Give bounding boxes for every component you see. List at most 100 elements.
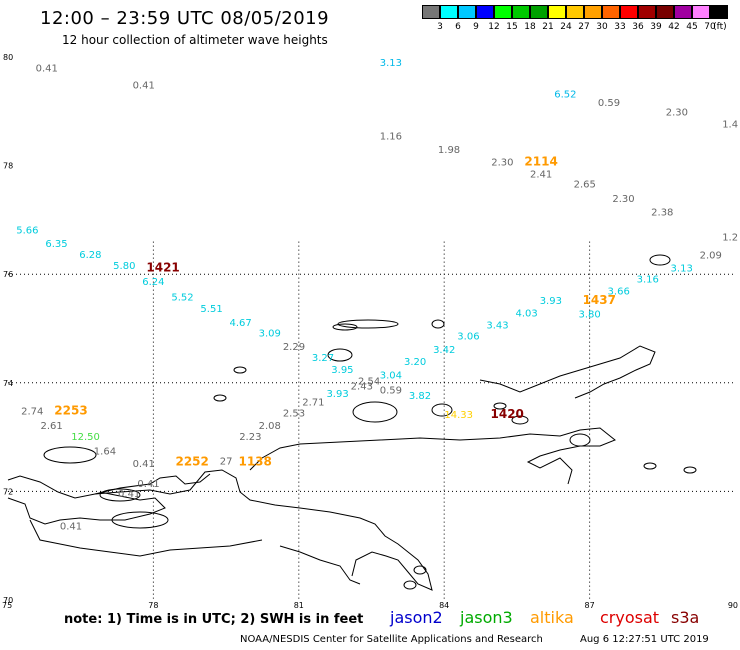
island-73n-b bbox=[99, 488, 141, 502]
colorbar-swatch bbox=[476, 5, 494, 19]
wave-height-label: 6.35 bbox=[45, 239, 67, 250]
colorbar-tick-label: 30 bbox=[596, 22, 608, 32]
wave-height-label: 0.41 bbox=[133, 80, 155, 91]
colorbar-tick-label: 24 bbox=[560, 22, 572, 32]
lat-label: 78 bbox=[3, 162, 13, 171]
credit-line: NOAA/NESDIS Center for Satellite Applica… bbox=[240, 634, 543, 645]
wave-height-label: 3.16 bbox=[637, 274, 659, 285]
wave-height-label: 3.93 bbox=[540, 296, 562, 307]
island-75n-c bbox=[233, 366, 247, 374]
lon-label: 75 bbox=[2, 601, 12, 610]
colorbar-tick-label: 15 bbox=[506, 22, 518, 32]
wave-height-label: 3.80 bbox=[578, 310, 600, 321]
colorbar-tick-label: 21 bbox=[542, 22, 554, 32]
map-title: 12:00 – 23:59 UTC 08/05/2019 bbox=[40, 8, 330, 29]
island-76n-c bbox=[649, 254, 671, 266]
pass-time-label: 1420 bbox=[491, 407, 524, 421]
bay-south bbox=[279, 545, 361, 585]
inner-gulf-coast bbox=[7, 491, 166, 525]
wave-height-label: 2.09 bbox=[700, 250, 722, 261]
colorbar-tick-label: 3 bbox=[437, 22, 443, 32]
wave-height-label: 0.41 bbox=[133, 459, 155, 470]
island-74n-c bbox=[511, 415, 529, 425]
colorbar-swatch bbox=[602, 5, 620, 19]
pass-time-label: 1421 bbox=[146, 260, 179, 274]
wave-height-label: 2.61 bbox=[40, 421, 62, 432]
colorbar-swatch bbox=[548, 5, 566, 19]
colorbar-tick-label: 6 bbox=[455, 22, 461, 32]
colorbar-tick-label: 45 bbox=[686, 22, 698, 32]
pass-time-label: 1437 bbox=[583, 293, 616, 307]
satellite-cryosat: cryosat bbox=[600, 608, 660, 627]
peninsula-north-coast bbox=[94, 473, 211, 495]
island-74n-a bbox=[352, 401, 398, 423]
wave-height-label: 5.66 bbox=[16, 225, 38, 236]
satellite-s3a: s3a bbox=[671, 608, 700, 627]
wave-height-label: 3.82 bbox=[409, 391, 431, 402]
colorbar-tick-label: 9 bbox=[473, 22, 479, 32]
pass-time-label: 2114 bbox=[524, 155, 557, 169]
colorbar-swatch bbox=[674, 5, 692, 19]
wave-height-label: 0.41 bbox=[36, 64, 58, 75]
colorbar-tick-label: (ft) bbox=[713, 22, 727, 32]
island-72n-b bbox=[683, 466, 697, 474]
island-74n-d bbox=[493, 402, 507, 410]
wave-height-label: 2.30 bbox=[612, 194, 634, 205]
wave-height-label: 3.95 bbox=[331, 365, 353, 376]
wave-height-label: 27 bbox=[220, 456, 233, 467]
colorbar-swatch bbox=[710, 5, 728, 19]
colorbar-swatch bbox=[638, 5, 656, 19]
island-75n-a bbox=[327, 348, 353, 362]
wave-height-label: 3.20 bbox=[404, 357, 426, 368]
wave-height-label: 2.71 bbox=[302, 398, 324, 409]
colorbar-swatch bbox=[584, 5, 602, 19]
wave-height-label: 12.50 bbox=[71, 432, 100, 443]
colorbar-swatch bbox=[530, 5, 548, 19]
colorbar-swatch bbox=[440, 5, 458, 19]
colorbar-tick-label: 12 bbox=[488, 22, 500, 32]
wave-height-label: 2.41 bbox=[530, 170, 552, 181]
wave-height-label: 1.4 bbox=[722, 120, 738, 131]
wave-height-label: 0.41 bbox=[137, 479, 159, 490]
lon-label: 78 bbox=[148, 601, 158, 610]
wave-height-label: 3.13 bbox=[380, 58, 402, 69]
wave-height-label: 2.53 bbox=[283, 408, 305, 419]
wave-height-label: 4.67 bbox=[230, 318, 252, 329]
lat-label: 70 bbox=[3, 596, 13, 605]
island-75n-b bbox=[431, 319, 445, 329]
colorbar-swatch bbox=[692, 5, 710, 19]
lon-label: 81 bbox=[294, 601, 304, 610]
wave-height-label: 3.27 bbox=[312, 353, 334, 364]
pass-time-label: 1138 bbox=[238, 454, 271, 468]
wave-height-label: 1.64 bbox=[94, 446, 116, 457]
generated-timestamp: Aug 6 12:27:51 UTC 2019 bbox=[580, 634, 709, 645]
lon-label: 84 bbox=[439, 601, 449, 610]
island-north-shore bbox=[249, 427, 616, 485]
wave-height-label: 3.09 bbox=[259, 329, 281, 340]
pass-time-label: 2252 bbox=[175, 454, 208, 468]
colorbar-tick-label: 18 bbox=[524, 22, 536, 32]
colorbar-swatch bbox=[656, 5, 674, 19]
colorbar-tick-label: 36 bbox=[632, 22, 644, 32]
wave-height-label: 2.43 bbox=[351, 381, 373, 392]
wave-height-label: 1.98 bbox=[438, 145, 460, 156]
colorbar-tick-label: 33 bbox=[614, 22, 626, 32]
lat-label: 76 bbox=[3, 270, 13, 279]
lat-label: 74 bbox=[3, 379, 13, 388]
wave-height-label: 2.29 bbox=[283, 342, 305, 353]
wave-height-label: 2.23 bbox=[239, 432, 261, 443]
wave-height-label: 3.06 bbox=[457, 331, 479, 342]
lat-label: 72 bbox=[3, 487, 13, 496]
island-72n-c bbox=[643, 462, 657, 470]
wave-height-label: 5.52 bbox=[171, 292, 193, 303]
wave-height-label: 1.16 bbox=[380, 132, 402, 143]
colorbar-swatch bbox=[620, 5, 638, 19]
wave-height-label: 4.03 bbox=[515, 309, 537, 320]
satellite-jason3: jason3 bbox=[460, 608, 513, 627]
wave-height-label: 2.74 bbox=[21, 406, 43, 417]
map-subtitle: 12 hour collection of altimeter wave hei… bbox=[62, 33, 328, 47]
wave-height-label: 0.41 bbox=[118, 489, 140, 500]
satellite-altika: altika bbox=[530, 608, 574, 627]
lat-label: 80 bbox=[3, 53, 13, 62]
